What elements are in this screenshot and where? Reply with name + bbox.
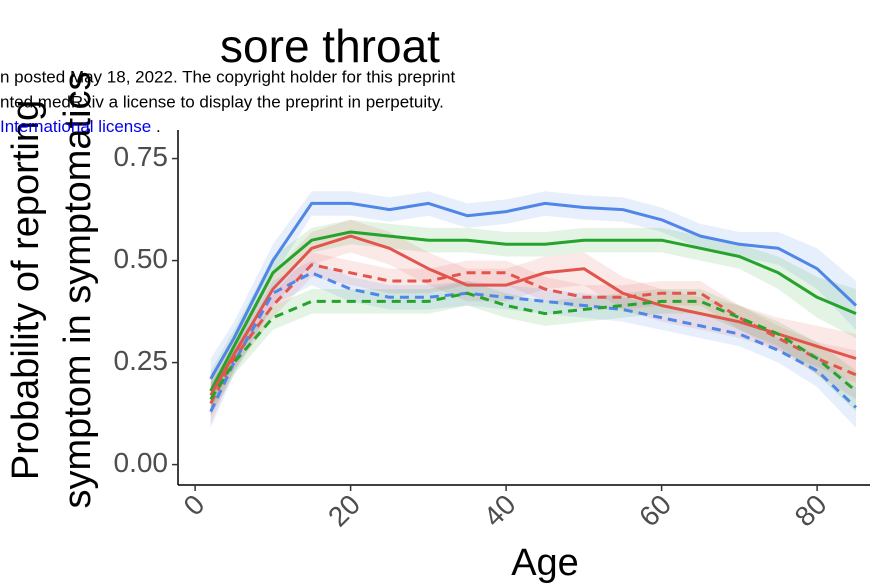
notice-text: nted medRxiv a license to display the pr… <box>0 92 444 111</box>
y-tick-label: 0.25 <box>114 345 169 376</box>
y-tick-label: 0.00 <box>114 447 169 478</box>
bands <box>210 191 856 428</box>
chart-title: sore throat <box>220 20 440 72</box>
x-tick-label: 60 <box>633 489 677 533</box>
notice-text: International license . <box>0 117 161 136</box>
x-tick-label: 20 <box>322 489 366 533</box>
lines <box>209 201 858 413</box>
notice-link[interactable]: International license <box>0 117 151 136</box>
x-tick-label: 80 <box>789 489 833 533</box>
y-tick-label: 0.75 <box>114 141 169 172</box>
x-tick-label: 40 <box>478 489 522 533</box>
line <box>209 201 858 380</box>
y-axis-label: symptom in symptomatics <box>57 71 99 508</box>
y-axis-label: Probability of reporting <box>5 100 47 480</box>
notice-end: . <box>151 117 160 136</box>
confidence-band <box>210 191 856 400</box>
line <box>209 271 858 413</box>
x-tick-label: 0 <box>178 489 211 522</box>
confidence-band <box>210 260 856 428</box>
line <box>209 234 857 396</box>
confidence-band <box>210 252 856 424</box>
line <box>209 291 857 401</box>
notice-text: n posted May 18, 2022. The copyright hol… <box>0 67 455 86</box>
confidence-band <box>210 281 856 416</box>
y-tick-label: 0.50 <box>114 243 169 274</box>
x-axis-label: Age <box>511 542 579 584</box>
line <box>209 230 857 392</box>
